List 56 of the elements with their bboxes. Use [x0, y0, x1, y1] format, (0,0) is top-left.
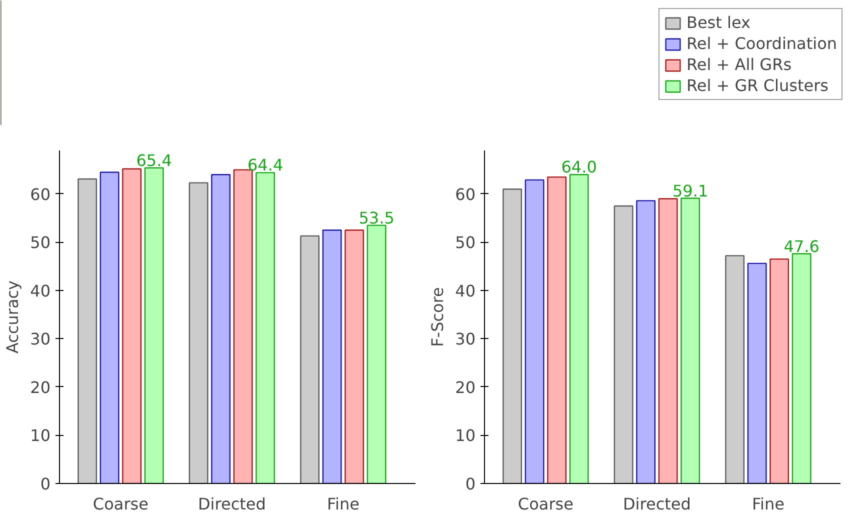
- data-label: 65.4: [136, 150, 172, 170]
- bar: [300, 235, 320, 484]
- y-tick-label: 10: [30, 426, 50, 446]
- y-axis-title: Accuracy: [3, 280, 22, 354]
- legend-label: Rel + GR Clusters: [686, 76, 828, 95]
- y-tick-label: 60: [455, 184, 476, 204]
- bar: [658, 198, 678, 484]
- y-tick-label: 10: [455, 426, 476, 446]
- data-label: 64.0: [561, 158, 597, 177]
- bar: [547, 176, 567, 484]
- bar: [636, 200, 656, 484]
- bar: [78, 178, 98, 484]
- y-tick-label: 0: [40, 474, 51, 494]
- y-tick-label: 50: [455, 233, 476, 252]
- y-tick-label: 60: [30, 184, 50, 204]
- data-label: 47.6: [784, 236, 820, 256]
- bar: [188, 182, 208, 484]
- y-tick-label: 40: [455, 281, 476, 300]
- bar: [366, 224, 386, 484]
- bar: [100, 172, 120, 484]
- bar: [680, 198, 700, 484]
- bar: [770, 258, 790, 484]
- y-tick-label: 40: [30, 281, 50, 300]
- bar: [569, 174, 589, 484]
- y-tick-label: 50: [30, 233, 50, 252]
- bar: [233, 169, 253, 484]
- bar: [144, 167, 164, 484]
- bar: [322, 230, 342, 484]
- data-label: 53.5: [358, 208, 394, 228]
- x-tick-label: Directed: [622, 494, 691, 514]
- x-tick-label: Coarse: [518, 494, 574, 514]
- bar: [792, 253, 812, 484]
- legend-label: Rel + Coordination: [686, 34, 837, 53]
- x-tick-label: Coarse: [92, 494, 148, 514]
- bar: [502, 188, 522, 484]
- bar: [614, 205, 634, 484]
- x-tick-label: Directed: [198, 494, 266, 514]
- bar: [211, 174, 231, 484]
- y-tick-label: 30: [455, 330, 476, 349]
- bar: [725, 255, 745, 484]
- bar: [747, 262, 767, 484]
- bar: [344, 230, 364, 484]
- data-label: 59.1: [672, 181, 708, 200]
- y-tick-label: 20: [455, 378, 476, 397]
- data-label: 64.4: [248, 156, 284, 175]
- bar: [524, 179, 544, 484]
- legend-label: Rel + All GRs: [686, 55, 792, 74]
- legend-label: Best lex: [686, 13, 750, 32]
- y-tick-label: 0: [465, 474, 476, 494]
- y-axis-title: F-Score: [428, 287, 448, 347]
- x-tick-label: Fine: [752, 494, 784, 514]
- x-tick-label: Fine: [326, 494, 360, 514]
- bar: [122, 168, 142, 484]
- y-tick-label: 20: [30, 378, 50, 397]
- bar: [256, 172, 276, 484]
- y-tick-label: 30: [30, 330, 50, 349]
